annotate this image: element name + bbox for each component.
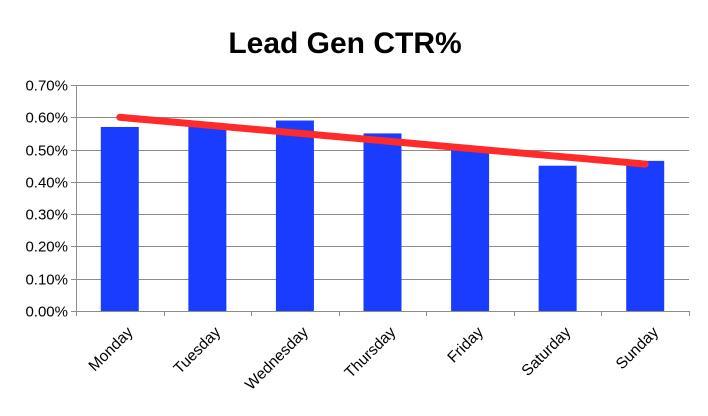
x-tick-label: Wednesday xyxy=(242,324,312,394)
y-tick-label: 0.40% xyxy=(25,175,68,192)
trend-line xyxy=(116,113,649,168)
bar-friday xyxy=(451,149,490,311)
x-tick-label: Tuesday xyxy=(171,324,225,378)
y-tick-label: 0.00% xyxy=(25,304,68,321)
y-tick-label: 0.70% xyxy=(25,78,68,95)
x-tick-label: Sunday xyxy=(613,324,662,373)
chart-title: Lead Gen CTR% xyxy=(228,27,461,60)
x-tick-label: Thursday xyxy=(342,324,400,382)
y-tick-label: 0.50% xyxy=(25,143,68,160)
bar-sunday xyxy=(626,160,665,311)
y-tick-labels: 0.00% 0.10% 0.20% 0.30% 0.40% 0.50% 0.60% 0.70% xyxy=(25,78,68,321)
y-tick-label: 0.60% xyxy=(25,110,68,127)
bar-monday xyxy=(100,126,139,311)
y-tick-label: 0.20% xyxy=(25,239,68,256)
y-tick-label: 0.10% xyxy=(25,272,68,289)
x-tick-labels: Monday Tuesday Wednesday Thursday Friday Satu… xyxy=(86,324,663,394)
bar-tuesday xyxy=(188,123,227,311)
bars xyxy=(100,120,665,311)
x-tick-label: Monday xyxy=(86,324,137,375)
bar-saturday xyxy=(538,165,577,311)
x-tick-label: Friday xyxy=(444,324,487,367)
trendline xyxy=(116,113,649,168)
bar-thursday xyxy=(363,133,402,311)
bar-wednesday xyxy=(275,120,314,311)
axes xyxy=(71,85,690,316)
y-tick-label: 0.30% xyxy=(25,207,68,224)
x-tick-label: Saturday xyxy=(519,324,575,380)
